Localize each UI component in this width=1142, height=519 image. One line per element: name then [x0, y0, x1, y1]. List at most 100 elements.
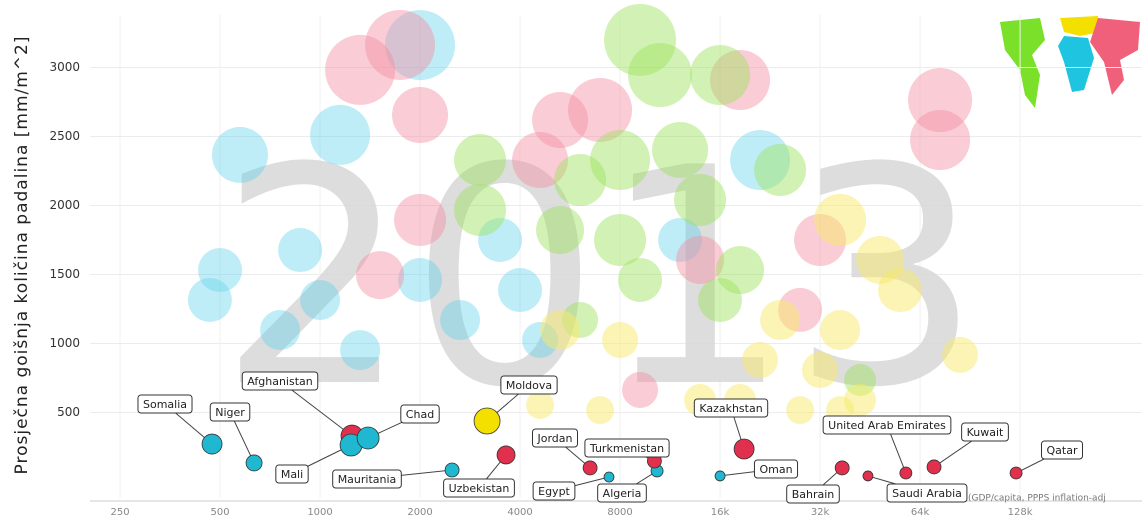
bubble: [594, 213, 647, 266]
x-tick-label: 2000: [407, 507, 432, 518]
country-label: Mauritania: [338, 473, 397, 486]
country-label: Somalia: [143, 398, 187, 411]
y-tick-label: 3000: [49, 60, 80, 74]
y-axis-label: Prosječna goišnja količina padalina [mm/…: [12, 36, 32, 475]
label-box: [400, 404, 440, 424]
label-box: [241, 371, 319, 391]
background-bubbles: [187, 10, 791, 371]
country-label: Oman: [759, 463, 792, 476]
bubble: [568, 77, 633, 142]
bubble: [878, 268, 923, 313]
label-box: [1041, 440, 1083, 460]
bubble: [862, 470, 874, 482]
label-box: [786, 484, 840, 504]
label-box: [753, 459, 799, 479]
label-box: [532, 428, 578, 448]
bubble: [385, 10, 456, 81]
label-box: [443, 478, 515, 498]
map-africa: [1058, 36, 1094, 92]
label-box: [500, 375, 558, 395]
bubble: [310, 104, 371, 165]
country-label: Afghanistan: [247, 375, 313, 388]
bubble: [676, 235, 725, 284]
bubble: [473, 407, 501, 435]
country-label: Mali: [281, 468, 303, 481]
bubble: [532, 92, 589, 149]
bubble: [698, 277, 743, 322]
bubble: [602, 321, 639, 358]
x-tick-label: 64k: [911, 507, 930, 518]
country-label: Egypt: [538, 485, 570, 498]
y-tick-label: 2000: [49, 198, 80, 212]
bubble: [454, 183, 507, 236]
bubble: [652, 121, 709, 178]
bubble: [733, 438, 755, 460]
bubble: [260, 310, 301, 351]
bubble: [926, 459, 942, 475]
bubble: [786, 396, 815, 425]
label-box: [532, 481, 576, 501]
bubble: [716, 246, 765, 295]
bubble: [496, 445, 516, 465]
world-map: [995, 15, 1140, 108]
bubble: [201, 433, 223, 455]
country-label: Niger: [215, 406, 245, 419]
x-tick-label: 1000: [307, 507, 332, 518]
bubble: [444, 462, 460, 478]
country-label: Qatar: [1047, 444, 1078, 457]
bubble: [554, 154, 607, 207]
label-box: [597, 483, 647, 503]
y-tick-label: 500: [57, 405, 80, 419]
bubble: [300, 279, 341, 320]
bubble: [211, 126, 268, 183]
bubble: [365, 9, 436, 80]
country-label: Chad: [406, 408, 434, 421]
bubble: [714, 470, 726, 482]
bubble: [478, 217, 523, 262]
bubble: [910, 110, 971, 171]
country-label: Algeria: [603, 487, 642, 500]
bubble: [622, 371, 659, 408]
background-bubbles: [526, 193, 979, 425]
bubble: [198, 248, 243, 293]
bubble: [834, 460, 850, 476]
country-label: Kazakhstan: [699, 402, 762, 415]
bubble: [398, 257, 443, 302]
label-box: [822, 415, 952, 435]
bubble: [730, 130, 791, 191]
bubble: [440, 299, 481, 340]
bubble: [628, 43, 693, 108]
bubble: [908, 68, 973, 133]
y-tick-label: 2500: [49, 129, 80, 143]
x-tick-label: 250: [110, 507, 129, 518]
bubble: [754, 143, 807, 196]
bubble: [603, 471, 615, 483]
bubble: [586, 396, 615, 425]
label-box: [275, 464, 309, 484]
label-box: [332, 469, 402, 489]
bubble: [590, 130, 651, 191]
bubble: [618, 257, 663, 302]
bubble: [814, 193, 867, 246]
bubble: [690, 45, 751, 106]
x-tick-label: 8000: [607, 507, 632, 518]
y-tick-label: 1000: [49, 336, 80, 350]
bubble: [325, 34, 396, 105]
bubble: [658, 217, 703, 262]
map-americas: [1000, 18, 1045, 108]
bubble: [498, 268, 543, 313]
country-label: Jordan: [537, 432, 573, 445]
label-box: [209, 402, 251, 422]
country-label: Uzbekistan: [449, 482, 510, 495]
country-label: Turkmenistan: [589, 442, 664, 455]
label-box: [137, 394, 193, 414]
bubble: [278, 228, 323, 273]
bubble: [340, 330, 381, 371]
background-bubbles: [454, 3, 877, 397]
bubble: [1009, 466, 1023, 480]
y-tick-label: 1500: [49, 267, 80, 281]
label-box: [693, 398, 769, 418]
country-label: United Arab Emirates: [828, 419, 946, 432]
country-label: Moldova: [506, 379, 552, 392]
